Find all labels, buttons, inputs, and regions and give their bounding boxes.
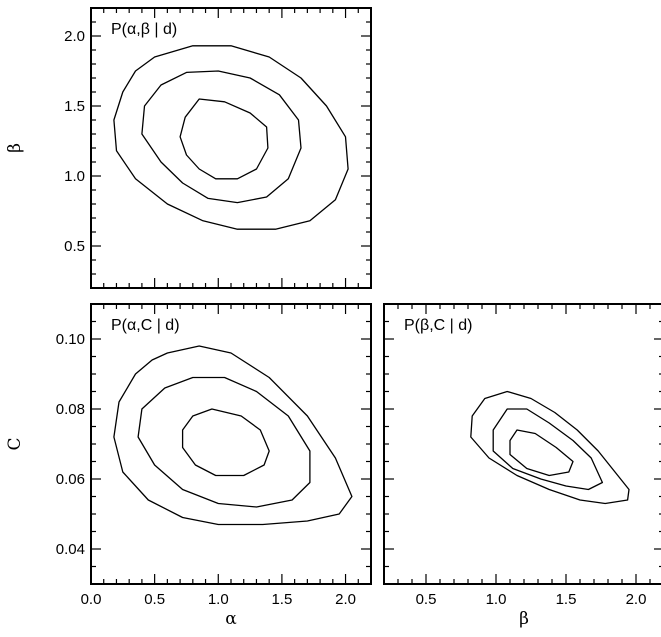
y-axis-title: β: [5, 143, 25, 153]
x-tick-label: 1.0: [486, 591, 507, 608]
plot-frame: [90, 7, 372, 289]
panel-beta-c: 0.5 1.0 1.5 2.0 β P(β,C | d): [383, 303, 661, 629]
contour-inner: [181, 408, 270, 477]
panel-alpha-c: 0.0 0.5 1.0 1.5 2.0 0.04 0.06 0.08 0.10 α C P(α,C |…: [5, 303, 372, 629]
x-tick-label: 1.5: [556, 591, 577, 608]
y-tick-label: 0.04: [56, 541, 85, 558]
y-tick-label: 0.10: [56, 331, 85, 348]
panel-title: P(α,C | d): [111, 317, 180, 334]
panel-title: P(α,β | d): [111, 21, 177, 38]
contour-inner: [179, 98, 269, 180]
y-tick-label: 1.0: [64, 168, 85, 185]
contour-outer: [470, 390, 630, 505]
contour-middle: [141, 70, 302, 204]
plot-frame: [90, 303, 372, 585]
x-axis-title: β: [519, 609, 529, 629]
y-axis-title: C: [5, 437, 25, 450]
contour-outer: [113, 45, 349, 230]
x-tick-label: 0.5: [144, 591, 165, 608]
plot-frame: [383, 303, 661, 585]
x-tick-label: 2.0: [335, 591, 356, 608]
contour-middle: [492, 408, 604, 491]
y-tick-label: 0.5: [64, 238, 85, 255]
panel-title: P(β,C | d): [404, 317, 472, 334]
y-tick-label: 2.0: [64, 28, 85, 45]
x-tick-label: 0.5: [416, 591, 437, 608]
x-tick-label: 1.0: [208, 591, 229, 608]
x-tick-label: 2.0: [626, 591, 647, 608]
contour-middle: [137, 376, 311, 508]
contour-inner: [509, 429, 574, 477]
y-tick-label: 0.08: [56, 401, 85, 418]
y-tick-label: 1.5: [64, 98, 85, 115]
y-tick-label: 0.06: [56, 471, 85, 488]
x-tick-label: 0.0: [81, 591, 102, 608]
contour-outer: [113, 345, 353, 526]
x-tick-label: 1.5: [271, 591, 292, 608]
x-axis-title: α: [225, 609, 237, 629]
panel-alpha-beta: 0.5 1.0 1.5 2.0 β P(α,β | d): [5, 7, 372, 289]
